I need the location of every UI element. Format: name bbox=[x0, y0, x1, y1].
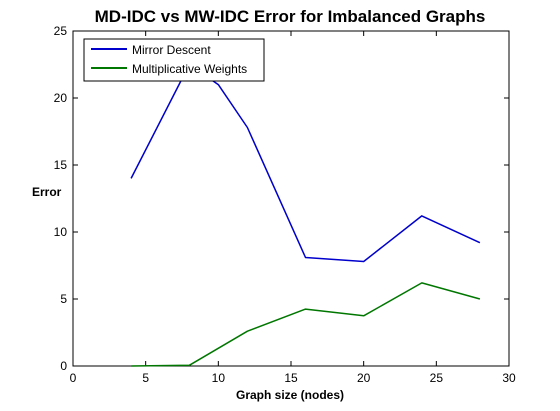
y-tick-label: 10 bbox=[54, 225, 68, 239]
legend-label-mirror-descent: Mirror Descent bbox=[132, 43, 211, 57]
x-tick-label: 0 bbox=[70, 371, 77, 385]
x-tick-label: 25 bbox=[430, 371, 444, 385]
legend-label-multiplicative-weights: Multiplicative Weights bbox=[132, 62, 247, 76]
y-axis-ticks: 0 5 10 15 20 25 bbox=[54, 24, 509, 373]
y-tick-label: 20 bbox=[54, 91, 68, 105]
series-line-multiplicative-weights bbox=[131, 282, 481, 367]
legend: Mirror Descent Multiplicative Weights bbox=[83, 38, 265, 82]
x-tick-label: 5 bbox=[142, 371, 149, 385]
x-tick-label: 30 bbox=[502, 371, 516, 385]
plot-area bbox=[72, 30, 510, 367]
chart-title: MD-IDC vs MW-IDC Error for Imbalanced Gr… bbox=[95, 7, 486, 26]
y-tick-label: 15 bbox=[54, 158, 68, 172]
legend-box bbox=[83, 38, 265, 82]
y-tick-label: 0 bbox=[60, 359, 67, 373]
x-tick-label: 15 bbox=[284, 371, 298, 385]
y-axis-label: Error bbox=[32, 185, 62, 199]
x-axis-label: Graph size (nodes) bbox=[236, 388, 344, 402]
y-tick-label: 25 bbox=[54, 24, 68, 38]
x-axis-ticks: 0 5 10 15 20 25 30 bbox=[70, 31, 516, 385]
y-tick-label: 5 bbox=[60, 292, 67, 306]
x-tick-label: 10 bbox=[212, 371, 226, 385]
x-tick-label: 20 bbox=[357, 371, 371, 385]
